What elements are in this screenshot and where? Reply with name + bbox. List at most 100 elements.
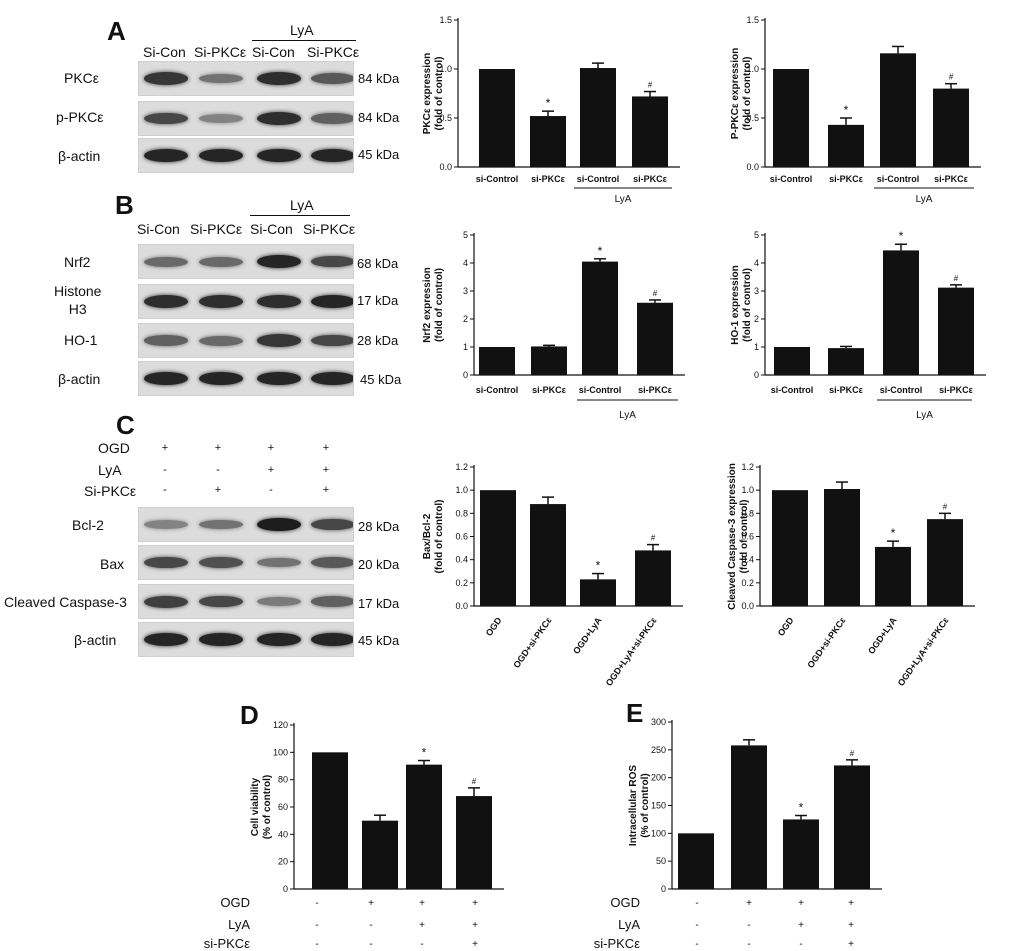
- blot-band: [257, 254, 301, 269]
- condition-sign: +: [322, 464, 330, 476]
- blot-band: [144, 520, 188, 529]
- condition-sign: +: [798, 898, 804, 909]
- blot-strip: [138, 361, 354, 396]
- y-tick-label: 0.0: [746, 162, 759, 172]
- condition-sign: -: [695, 920, 698, 931]
- y-axis-label: Bax/Bcl-2: [422, 513, 433, 559]
- blot-strip: [138, 138, 354, 173]
- bar: [828, 124, 864, 167]
- condition-sign: -: [420, 939, 423, 950]
- condition-sign: +: [214, 442, 222, 454]
- kda-label: 28 kDa: [358, 519, 400, 534]
- condition-sign: -: [695, 939, 698, 950]
- condition-sign: +: [472, 920, 478, 931]
- y-axis-label: (fold of control): [434, 500, 445, 574]
- y-tick-label: 1: [463, 342, 468, 352]
- blot-band: [257, 334, 301, 347]
- treatment-label: LyA: [290, 22, 314, 38]
- y-axis-label: Nrf2 expression: [422, 267, 433, 343]
- condition-label: OGD: [610, 895, 640, 910]
- category-label: si-Control: [877, 174, 920, 184]
- y-axis-label: Cleaved Caspase-3 expression: [727, 463, 738, 610]
- blot-strip: [138, 323, 354, 358]
- category-label: OGD+si-PKCε: [511, 615, 554, 670]
- blot-band: [311, 557, 353, 568]
- blot-row-label: β-actin: [74, 632, 117, 648]
- significance-mark: *: [422, 746, 427, 760]
- blot-row-label: Bcl-2: [72, 517, 104, 533]
- y-tick-label: 100: [273, 747, 288, 757]
- condition-label: OGD: [98, 440, 130, 456]
- category-label: si-PKCε: [829, 174, 864, 184]
- y-tick-label: 2: [463, 314, 468, 324]
- significance-mark: *: [891, 526, 896, 540]
- bar: [927, 519, 963, 606]
- blot-row-label: PKCε: [64, 70, 100, 86]
- y-axis-label: (fold of control): [742, 268, 753, 342]
- y-tick-label: 0.8: [455, 508, 468, 518]
- blot-strip: [138, 61, 354, 96]
- blot-band: [257, 371, 301, 386]
- category-label: OGD+si-PKCε: [805, 615, 848, 670]
- y-tick-label: 5: [463, 230, 468, 240]
- blot-band: [199, 335, 243, 346]
- category-label: si-PKCε: [939, 385, 974, 395]
- kda-label: 45 kDa: [358, 633, 400, 648]
- kda-label: 68 kDa: [357, 256, 399, 271]
- category-label: OGD+LyA: [866, 615, 899, 656]
- category-label: si-Control: [476, 385, 519, 395]
- y-tick-label: 0.0: [455, 601, 468, 611]
- y-axis-label: P-PKCε expression: [730, 48, 741, 139]
- blot-band: [199, 595, 243, 608]
- category-label: si-PKCε: [829, 385, 864, 395]
- treatment-bracket: [250, 215, 350, 216]
- bar: [824, 489, 860, 606]
- y-tick-label: 0: [463, 370, 468, 380]
- blot-band: [257, 148, 301, 163]
- bar: [479, 347, 515, 375]
- blot-strip: [138, 545, 354, 580]
- significance-mark: #: [648, 81, 653, 90]
- condition-label: si-PKCε: [594, 936, 640, 951]
- significance-mark: *: [546, 96, 551, 110]
- bar: [580, 68, 616, 167]
- blot-band: [311, 596, 353, 607]
- condition-label: si-PKCε: [204, 936, 250, 951]
- lane-label: Si-PKCε: [307, 44, 360, 60]
- blot-band: [144, 556, 188, 569]
- blot-band: [199, 148, 243, 163]
- blot-row-label: Nrf2: [64, 254, 91, 270]
- treatment-bracket: [252, 40, 356, 41]
- group-label: LyA: [619, 410, 636, 421]
- category-label: OGD: [776, 615, 796, 638]
- category-label: si-Control: [476, 174, 519, 184]
- bar: [828, 348, 864, 375]
- category-label: si-PKCε: [638, 385, 673, 395]
- condition-sign: +: [848, 920, 854, 931]
- blot-row-label: β-actin: [58, 148, 101, 164]
- category-label: si-Control: [579, 385, 622, 395]
- bar: [362, 820, 398, 889]
- bar: [530, 504, 566, 606]
- bar: [582, 261, 618, 375]
- condition-sign: +: [214, 484, 222, 496]
- condition-sign: +: [848, 939, 854, 950]
- condition-label: LyA: [98, 462, 122, 478]
- blot-row-label: HO-1: [64, 332, 98, 348]
- blot-band: [199, 73, 243, 84]
- bar: [875, 546, 911, 606]
- condition-label: LyA: [228, 917, 250, 932]
- category-label: si-PKCε: [532, 385, 567, 395]
- blot-strip: [138, 284, 354, 319]
- blot-band: [257, 557, 301, 568]
- y-tick-label: 3: [754, 286, 759, 296]
- bar: [783, 819, 819, 889]
- panel-letter-d: D: [240, 700, 259, 730]
- bar: [834, 765, 870, 889]
- y-axis-label: (% of control): [640, 773, 651, 837]
- y-tick-label: 100: [651, 828, 666, 838]
- y-tick-label: 0: [661, 884, 666, 894]
- group-label: LyA: [916, 410, 933, 421]
- blot-band: [199, 371, 243, 386]
- category-label: si-Control: [880, 385, 923, 395]
